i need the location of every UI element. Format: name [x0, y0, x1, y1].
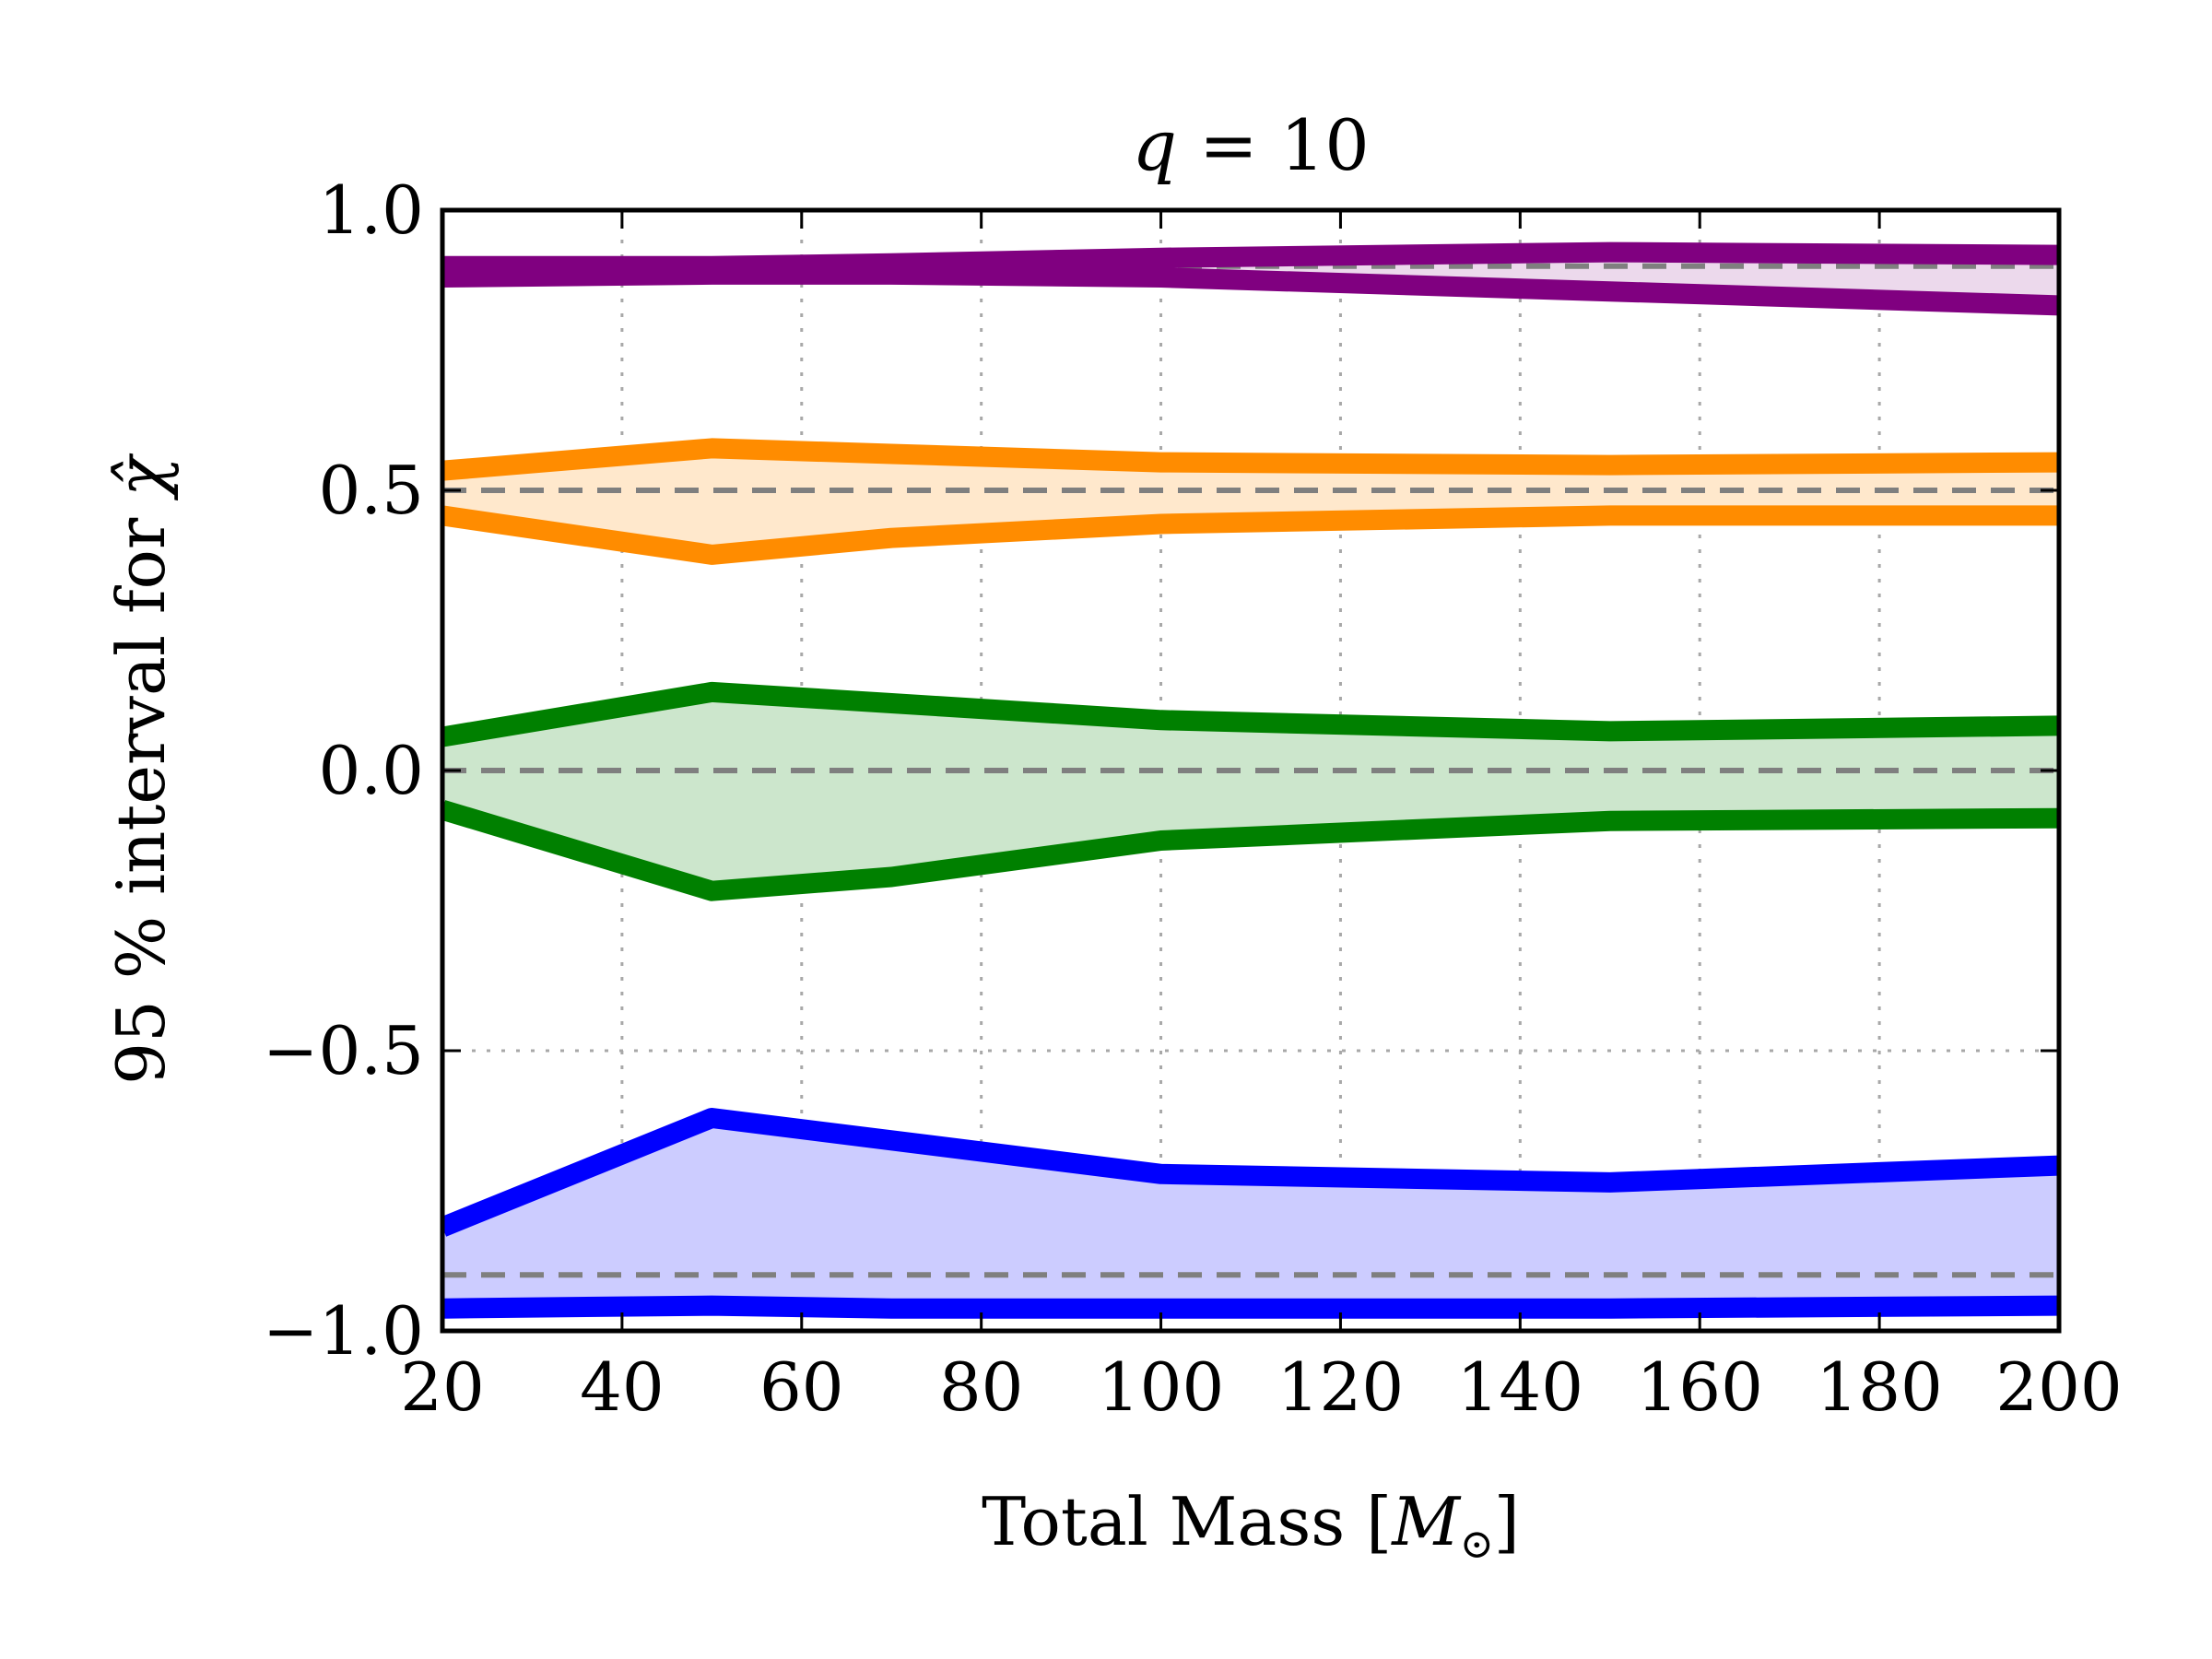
x-axis-title-text: Total Mass [ [982, 1483, 1392, 1560]
y-tick-label: −1.0 [263, 1292, 424, 1370]
lower-bound-line-3 [442, 1295, 2059, 1319]
ticks [441, 208, 2061, 1333]
data-layer [442, 241, 2059, 1319]
x-axis-title-close: ] [1494, 1483, 1520, 1560]
x-tick-label: 80 [939, 1348, 1024, 1426]
y-tick-label: 0.5 [318, 452, 424, 529]
x-axis-title-symbol: M [1390, 1483, 1462, 1560]
upper-bound-line-1 [442, 438, 2059, 481]
x-tick-label: 180 [1816, 1348, 1942, 1426]
title-variable: q [1132, 104, 1177, 186]
tick-labels: 20 40 60 80 100 120 140 160 180 200 −1.0 −0.5 0.0 0.5… [263, 171, 2123, 1426]
x-tick-label: 160 [1637, 1348, 1763, 1426]
title-rest: = 10 [1177, 104, 1370, 186]
lower-bound-line-1 [442, 505, 2059, 565]
x-tick-label: 100 [1098, 1348, 1224, 1426]
x-tick-label: 40 [580, 1348, 665, 1426]
y-tick-label: 1.0 [318, 171, 424, 249]
y-tick-label: −0.5 [263, 1012, 424, 1089]
y-axis-title-symbol: χ̂ [102, 453, 180, 501]
upper-bound-line-2 [442, 681, 2059, 747]
y-axis-title: 95 % interval for χ̂ [102, 453, 180, 1085]
band-fill-3 [442, 1118, 2059, 1309]
lower-bound-line-0 [442, 264, 2059, 316]
lower-bound-line-2 [442, 800, 2059, 901]
x-tick-label: 120 [1277, 1348, 1404, 1426]
upper-bound-line-3 [442, 1108, 2059, 1237]
x-tick-label: 60 [759, 1348, 844, 1426]
y-tick-label: 0.0 [318, 732, 424, 809]
x-tick-label: 140 [1457, 1348, 1583, 1426]
x-tick-label: 200 [1995, 1348, 2122, 1426]
x-axis-title: Total Mass [M⊙] [982, 1483, 1520, 1568]
band-fill-2 [442, 691, 2059, 891]
x-axis-title-subscript: ⊙ [1460, 1521, 1494, 1568]
chart-title: q = 10 [1132, 104, 1369, 186]
x-tick-label: 20 [400, 1348, 485, 1426]
y-axis-title-text: 95 % interval for [102, 497, 180, 1085]
